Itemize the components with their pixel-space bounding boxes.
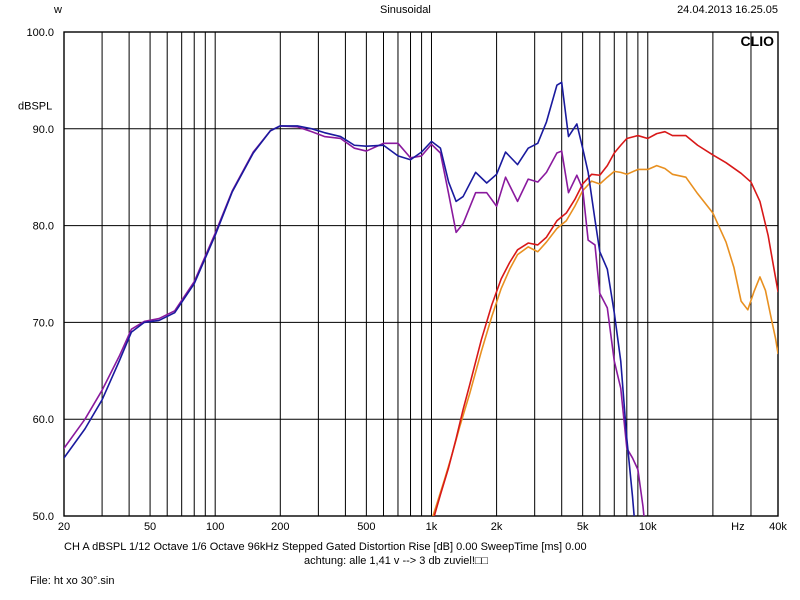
svg-text:80.0: 80.0 [33, 221, 54, 233]
svg-text:1k: 1k [426, 521, 438, 533]
footer: CH A dBSPL 1/12 Octave 1/6 Octave 96kHz … [0, 540, 800, 588]
header-left: w [54, 4, 62, 16]
brand-label: CLIO [741, 33, 775, 49]
svg-text:50.0: 50.0 [33, 511, 54, 523]
frequency-response-chart: 50.0 60.0 70.0 80.0 90.0 100.0 20 50 100 200 500 1k… [0, 20, 800, 540]
header-right: 24.04.2013 16.25.05 [677, 4, 778, 16]
svg-text:60.0: 60.0 [33, 414, 54, 426]
svg-text:500: 500 [357, 521, 375, 533]
footer-line3: File: ht xo 30°.sin [30, 568, 800, 588]
footer-line1: CH A dBSPL 1/12 Octave 1/6 Octave 96kHz … [64, 540, 800, 554]
header-bar: w Sinusoidal 24.04.2013 16.25.05 [0, 0, 800, 20]
svg-text:90.0: 90.0 [33, 124, 54, 136]
svg-text:100: 100 [206, 521, 224, 533]
svg-text:Hz: Hz [731, 521, 744, 533]
svg-text:2k: 2k [491, 521, 503, 533]
svg-text:70.0: 70.0 [33, 317, 54, 329]
svg-text:50: 50 [144, 521, 156, 533]
svg-text:10k: 10k [639, 521, 657, 533]
svg-text:20: 20 [58, 521, 70, 533]
header-center: Sinusoidal [380, 4, 431, 16]
svg-text:5k: 5k [577, 521, 589, 533]
svg-text:40k: 40k [769, 521, 787, 533]
svg-text:dBSPL: dBSPL [18, 100, 52, 112]
svg-text:200: 200 [271, 521, 289, 533]
footer-line2: achtung: alle 1,41 v --> 3 db zuviel!□□ [64, 554, 800, 568]
svg-text:100.0: 100.0 [26, 27, 54, 39]
